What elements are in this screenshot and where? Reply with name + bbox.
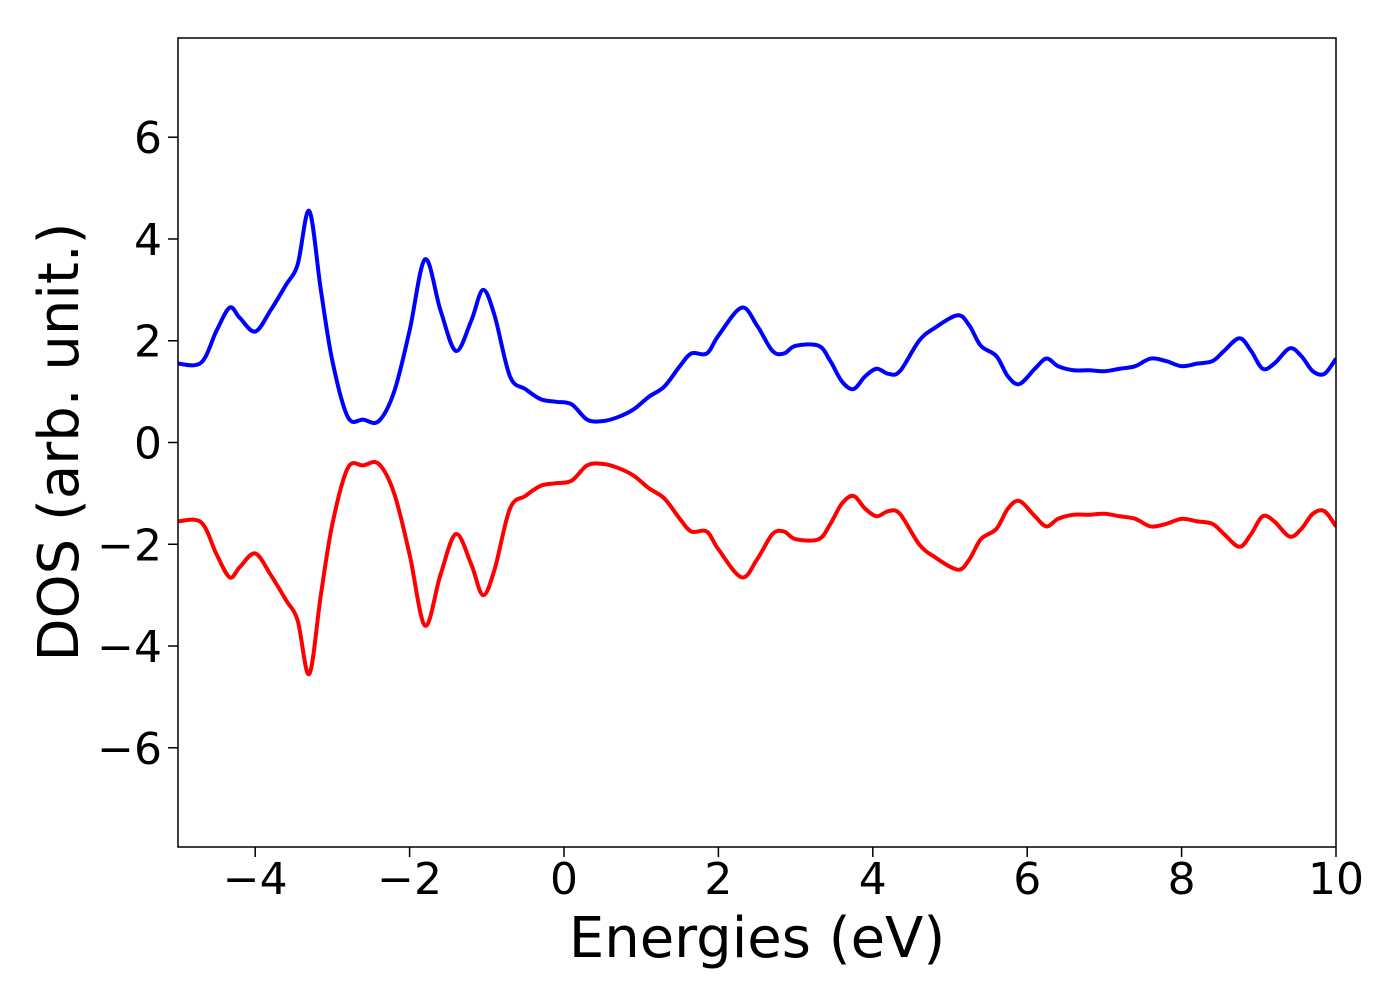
x-tick-label: 2: [704, 854, 732, 905]
data-line: [178, 208, 1336, 425]
y-tick-label: 0: [134, 419, 162, 470]
x-tick-label: 6: [1013, 854, 1041, 905]
x-axis-label: Energies (eV): [569, 906, 945, 971]
x-tick-label: 4: [859, 854, 887, 905]
y-tick-label: 4: [134, 215, 162, 266]
x-tick-label: −2: [377, 854, 442, 905]
y-axis-label: DOS (arb. unit.): [27, 222, 92, 661]
data-line: [178, 460, 1336, 677]
x-tick-label: 0: [550, 854, 578, 905]
plot-frame: [177, 37, 1337, 848]
x-tick-label: −4: [223, 854, 288, 905]
y-tick-label: −6: [97, 724, 162, 775]
y-tick-label: −2: [97, 520, 162, 571]
y-tick-label: 6: [134, 113, 162, 164]
y-tick-label: 2: [134, 317, 162, 368]
x-tick-label: 8: [1168, 854, 1196, 905]
y-tick-label: −4: [97, 622, 162, 673]
x-tick-label: 10: [1308, 854, 1364, 905]
